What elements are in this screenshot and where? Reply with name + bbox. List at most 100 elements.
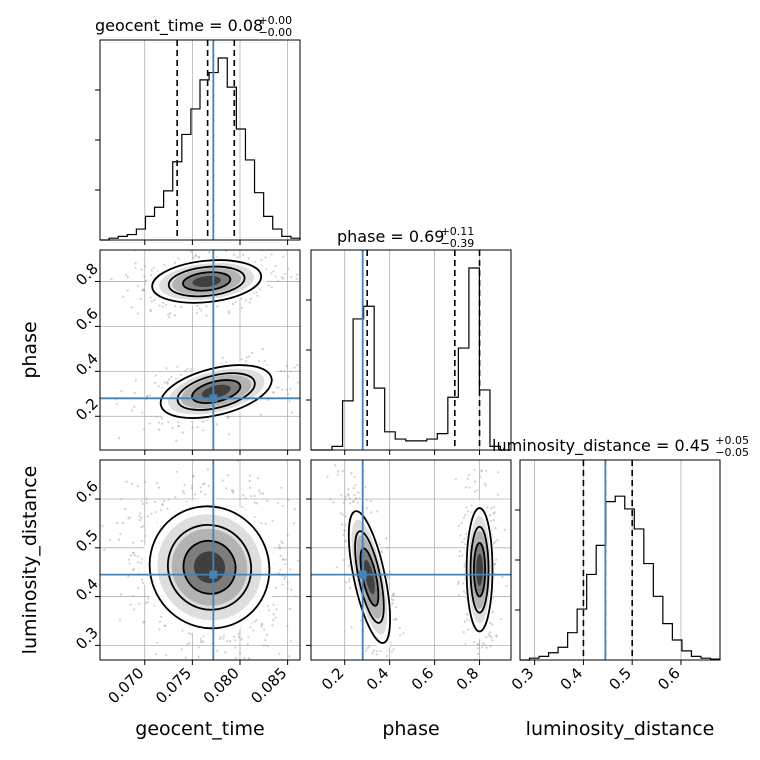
scatter-point — [251, 352, 254, 355]
x-tick-label: 0.3 — [508, 664, 538, 694]
scatter-point — [296, 364, 299, 367]
panel-frame — [99, 39, 301, 241]
scatter-point — [165, 654, 168, 657]
scatter-point — [483, 482, 486, 485]
scatter-point — [138, 602, 141, 605]
scatter-point — [492, 506, 495, 509]
scatter-point — [354, 498, 357, 501]
scatter-point — [234, 657, 237, 660]
scatter-point — [232, 635, 236, 638]
scatter-point — [286, 587, 289, 590]
scatter-point — [482, 663, 484, 665]
truth-marker — [209, 570, 218, 579]
scatter-point — [234, 646, 237, 649]
title-minus: −0.39 — [441, 237, 475, 250]
scatter-point — [212, 451, 214, 453]
scatter-point — [165, 303, 168, 306]
scatter-point — [485, 636, 488, 639]
scatter-point — [203, 482, 206, 485]
scatter-point — [149, 394, 152, 397]
scatter-point — [227, 310, 230, 313]
x-tick-label: 0.5 — [605, 664, 635, 694]
scatter-point — [145, 498, 148, 501]
scatter-point — [304, 620, 306, 622]
scatter-point — [371, 651, 374, 655]
scatter-point — [198, 307, 201, 310]
scatter-point — [461, 554, 464, 557]
scatter-point — [199, 486, 202, 489]
scatter-point — [134, 262, 137, 265]
scatter-point — [183, 484, 186, 487]
scatter-point — [253, 494, 256, 498]
scatter-point — [392, 648, 395, 651]
scatter-point — [388, 570, 391, 574]
scatter-point — [343, 529, 346, 532]
scatter-point — [259, 492, 262, 495]
y-tick-label: 0.8 — [72, 260, 102, 290]
scatter-point — [296, 273, 299, 276]
scatter-point — [495, 635, 498, 638]
y-tick-label: 0.4 — [72, 349, 102, 379]
scatter-point — [163, 263, 166, 266]
scatter-point — [492, 512, 495, 515]
scatter-point — [160, 417, 164, 420]
scatter-point — [181, 431, 184, 434]
title-equals: = — [385, 227, 409, 246]
scatter-point — [278, 547, 281, 550]
scatter-point — [175, 470, 178, 473]
scatter-point — [216, 245, 218, 247]
scatter-point — [127, 558, 130, 561]
scatter-point — [312, 474, 314, 476]
scatter-point — [274, 586, 277, 589]
scatter-point — [260, 623, 263, 626]
scatter-point — [246, 643, 249, 646]
scatter-point — [244, 497, 247, 500]
scatter-point — [230, 489, 234, 492]
scatter-point — [222, 637, 225, 640]
scatter-point — [267, 398, 270, 401]
scatter-point — [245, 360, 248, 363]
scatter-point — [263, 628, 266, 631]
scatter-point — [348, 580, 351, 583]
scatter-point — [462, 631, 465, 634]
contour — [473, 542, 487, 598]
scatter-point — [364, 485, 367, 488]
scatter-point — [492, 519, 496, 522]
scatter-point — [274, 616, 277, 619]
scatter-point — [280, 540, 283, 543]
scatter-point — [290, 276, 293, 279]
scatter-point — [144, 534, 147, 538]
x-tick-label: 0.6 — [654, 664, 684, 694]
x-tick-label: 0.6 — [408, 664, 438, 694]
scatter-point — [161, 422, 164, 425]
x-tick-label: 0.4 — [363, 664, 393, 694]
scatter-point — [139, 519, 142, 522]
contour — [176, 372, 256, 411]
scatter-point — [289, 640, 292, 643]
scatter-point — [116, 522, 119, 525]
scatter-point — [279, 568, 282, 571]
scatter-point — [110, 278, 113, 281]
scatter-point — [191, 487, 194, 490]
scatter-point — [234, 301, 237, 304]
scatter-point — [172, 451, 174, 453]
scatter-point — [144, 480, 147, 483]
panel-grid — [344, 250, 480, 450]
scatter-point — [249, 474, 252, 477]
scatter-point — [296, 559, 299, 562]
panel-phase-luminosity_distance — [326, 464, 508, 665]
scatter-point — [284, 272, 287, 275]
scatter-point — [198, 667, 200, 669]
scatter-point — [130, 306, 133, 309]
scatter-point — [180, 648, 183, 651]
scatter-point — [470, 504, 473, 507]
histogram-phase — [311, 267, 511, 451]
scatter-point — [177, 425, 180, 428]
scatter-point — [264, 639, 267, 642]
scatter-point — [457, 580, 460, 584]
scatter-point — [238, 652, 242, 655]
title-plus: +0.11 — [441, 225, 475, 238]
scatter-point — [278, 652, 281, 655]
scatter-point — [497, 471, 500, 474]
scatter-point — [160, 615, 163, 619]
